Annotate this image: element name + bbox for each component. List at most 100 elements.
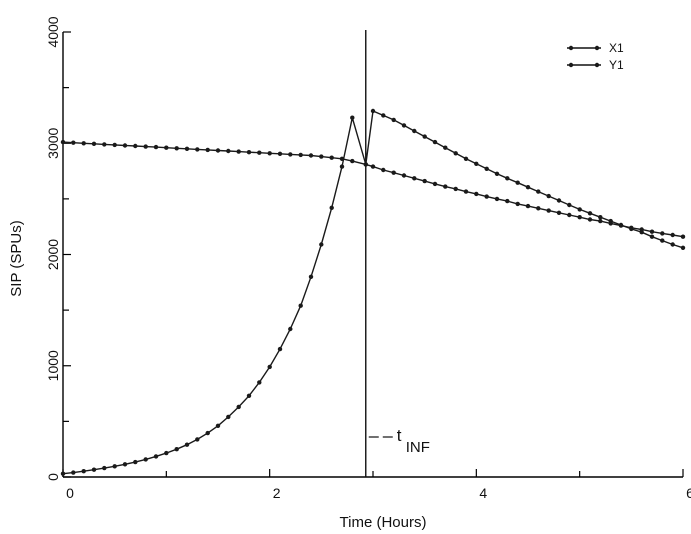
data-point-x1 bbox=[226, 414, 231, 420]
data-point-y1 bbox=[267, 151, 272, 156]
data-point-x1 bbox=[556, 198, 562, 203]
data-point-x1 bbox=[660, 238, 665, 243]
data-point-x1 bbox=[112, 464, 117, 469]
legend-label-x1: X1 bbox=[609, 41, 624, 55]
data-point-y1 bbox=[363, 162, 368, 167]
data-point-y1 bbox=[680, 234, 686, 239]
data-point-x1 bbox=[587, 211, 593, 216]
legend-marker bbox=[568, 62, 574, 68]
data-point-x1 bbox=[525, 185, 531, 190]
data-point-y1 bbox=[236, 149, 241, 154]
data-point-x1 bbox=[515, 180, 520, 185]
data-point-x1 bbox=[432, 139, 438, 145]
legend-marker bbox=[594, 62, 600, 68]
data-point-y1 bbox=[474, 191, 479, 197]
data-point-x1 bbox=[122, 462, 128, 467]
data-point-y1 bbox=[556, 210, 562, 215]
data-point-x1 bbox=[494, 171, 500, 176]
data-point-x1 bbox=[91, 467, 97, 472]
series-line-y1 bbox=[62, 141, 684, 238]
y-tick-label: 4000 bbox=[45, 16, 61, 47]
data-point-y1 bbox=[205, 147, 210, 153]
data-point-x1 bbox=[401, 123, 407, 128]
data-point-y1 bbox=[102, 142, 107, 147]
data-point-x1 bbox=[649, 234, 655, 239]
data-point-y1 bbox=[164, 145, 169, 150]
data-point-y1 bbox=[639, 227, 644, 232]
data-point-y1 bbox=[91, 141, 97, 146]
data-point-y1 bbox=[133, 143, 138, 149]
data-point-y1 bbox=[567, 212, 572, 218]
data-point-x1 bbox=[143, 457, 148, 462]
data-point-y1 bbox=[184, 146, 190, 151]
data-point-y1 bbox=[381, 167, 386, 173]
inflection-label-subscript: INF bbox=[406, 439, 430, 456]
data-point-x1 bbox=[505, 176, 510, 181]
data-point-x1 bbox=[81, 469, 86, 474]
data-point-y1 bbox=[629, 225, 634, 230]
data-point-x1 bbox=[205, 430, 210, 436]
data-point-y1 bbox=[587, 217, 593, 222]
data-point-y1 bbox=[649, 229, 655, 234]
data-point-x1 bbox=[246, 393, 252, 398]
inflection-label: t bbox=[397, 426, 402, 445]
data-point-x1 bbox=[370, 108, 376, 114]
data-point-y1 bbox=[350, 158, 355, 164]
x-axis-label: Time (Hours) bbox=[340, 514, 427, 531]
data-point-x1 bbox=[60, 471, 66, 476]
data-point-y1 bbox=[153, 144, 159, 150]
data-point-x1 bbox=[71, 470, 76, 475]
data-point-y1 bbox=[670, 232, 675, 238]
data-point-x1 bbox=[339, 164, 345, 169]
data-point-y1 bbox=[412, 176, 417, 181]
data-point-y1 bbox=[536, 206, 541, 211]
data-point-y1 bbox=[174, 146, 179, 151]
legend-label-y1: Y1 bbox=[609, 58, 624, 72]
data-point-y1 bbox=[443, 184, 448, 189]
data-point-x1 bbox=[319, 242, 324, 247]
data-point-x1 bbox=[463, 156, 469, 161]
data-point-x1 bbox=[195, 437, 200, 442]
data-point-y1 bbox=[401, 173, 407, 178]
data-point-x1 bbox=[174, 447, 179, 452]
data-point-y1 bbox=[484, 194, 489, 199]
data-point-y1 bbox=[288, 152, 293, 157]
y-tick-label: 1000 bbox=[45, 350, 61, 381]
data-point-y1 bbox=[308, 153, 314, 158]
data-point-y1 bbox=[246, 150, 252, 155]
data-point-y1 bbox=[215, 148, 221, 153]
axes bbox=[62, 32, 683, 478]
x-tick-label: 6 bbox=[686, 485, 691, 501]
data-point-x1 bbox=[184, 442, 190, 447]
data-point-x1 bbox=[680, 245, 686, 250]
data-point-x1 bbox=[267, 364, 272, 370]
data-point-x1 bbox=[350, 115, 355, 120]
data-point-y1 bbox=[339, 156, 345, 161]
data-point-x1 bbox=[298, 303, 303, 308]
data-point-x1 bbox=[670, 242, 675, 247]
data-point-x1 bbox=[215, 423, 221, 428]
data-point-y1 bbox=[525, 203, 531, 209]
data-point-x1 bbox=[536, 189, 541, 194]
data-point-y1 bbox=[370, 164, 376, 169]
series-group bbox=[60, 108, 686, 476]
data-point-y1 bbox=[463, 189, 469, 194]
data-point-y1 bbox=[319, 154, 324, 159]
data-point-y1 bbox=[195, 147, 200, 152]
data-point-y1 bbox=[422, 178, 427, 184]
data-point-y1 bbox=[329, 155, 334, 160]
data-point-y1 bbox=[515, 201, 520, 207]
data-point-x1 bbox=[453, 151, 458, 156]
data-point-x1 bbox=[412, 128, 417, 134]
y-tick-label: 0 bbox=[45, 473, 61, 481]
data-point-y1 bbox=[453, 186, 458, 192]
data-point-y1 bbox=[60, 139, 66, 145]
data-point-y1 bbox=[71, 140, 76, 145]
data-point-y1 bbox=[660, 231, 665, 236]
y-axis-label: SIP (SPUs) bbox=[8, 220, 25, 296]
data-point-y1 bbox=[112, 142, 117, 148]
data-point-y1 bbox=[598, 218, 603, 224]
